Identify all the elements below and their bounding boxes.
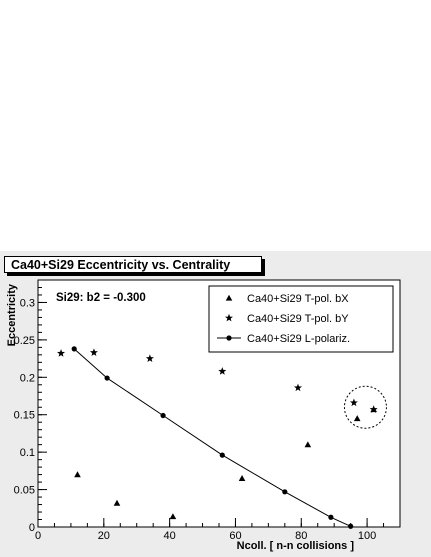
data-point-circle-line [328, 515, 333, 520]
y-tick-label: 0.3 [20, 297, 35, 309]
y-tick-label: 0.15 [14, 410, 35, 422]
x-tick-label: 0 [35, 530, 41, 542]
x-tick-label: 20 [98, 530, 110, 542]
data-point-circle-line [160, 413, 165, 418]
y-tick-label: 0.2 [20, 372, 35, 384]
x-tick-label: 60 [229, 530, 241, 542]
data-point-circle-line [220, 453, 225, 458]
data-point-circle-line [105, 375, 110, 380]
y-tick-label: 0.1 [20, 447, 35, 459]
x-tick-label: 100 [358, 530, 376, 542]
data-point-circle-line [72, 346, 77, 351]
x-tick-label: 80 [295, 530, 307, 542]
x-tick-label: 40 [164, 530, 176, 542]
data-point-circle-line [348, 524, 353, 529]
legend-marker [226, 335, 231, 340]
y-tick-label: 0.25 [14, 335, 35, 347]
legend-label: Ca40+Si29 T-pol. bY [247, 313, 349, 325]
data-point-circle-line [282, 489, 287, 494]
legend-label: Ca40+Si29 L-polariz. [247, 333, 350, 345]
y-tick-label: 0.05 [14, 485, 35, 497]
legend: Ca40+Si29 T-pol. bX Ca40+Si29 T-pol. bY Ca… [209, 286, 393, 352]
plot-annotation: Si29: b2 = -0.300 [56, 292, 146, 304]
legend-label: Ca40+Si29 T-pol. bX [247, 293, 349, 305]
